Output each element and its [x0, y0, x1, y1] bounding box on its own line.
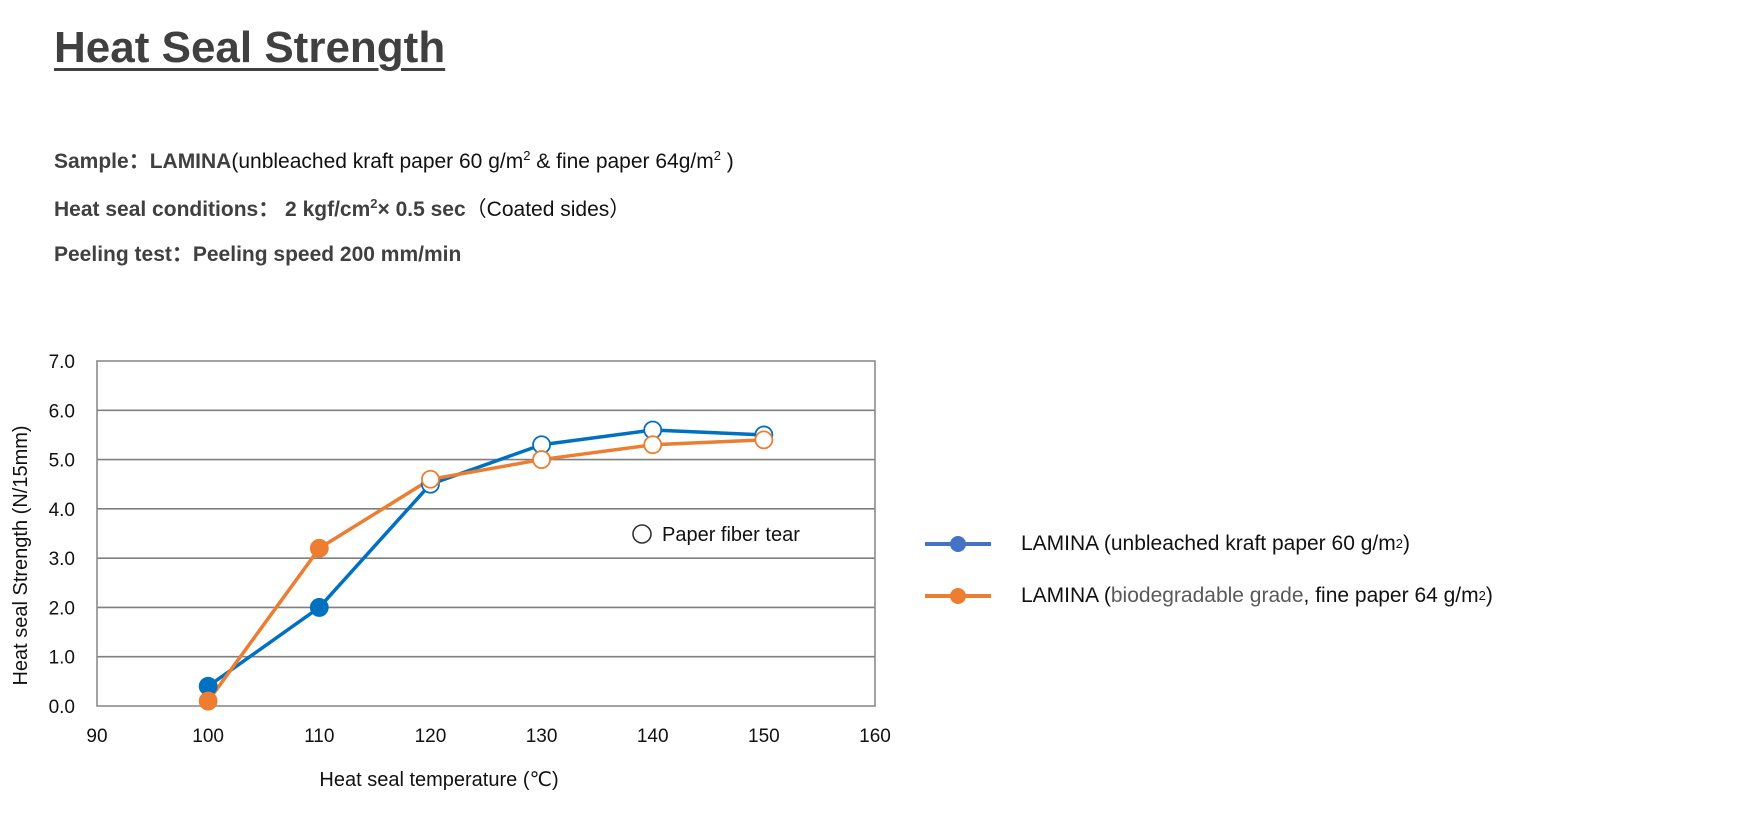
- legend-swatch-series-2: [925, 586, 991, 606]
- sample-info: Sample：LAMINA(unbleached kraft paper 60 …: [54, 148, 734, 176]
- peeling-label: Peeling test：Peeling speed 200 mm/min: [54, 243, 462, 266]
- y-tick-label: 5.0: [49, 451, 75, 472]
- sample-detail-b: & fine paper 64g/m: [530, 150, 714, 173]
- y-tick-label: 7.0: [49, 352, 75, 373]
- x-tick-label: 160: [859, 726, 891, 747]
- series-2-point: [532, 450, 551, 469]
- y-tick-label: 2.0: [49, 598, 75, 619]
- sample-sup-a: 2: [523, 148, 531, 163]
- peeling-info: Peeling test：Peeling speed 200 mm/min: [54, 241, 461, 269]
- y-tick-label: 4.0: [49, 500, 75, 521]
- legend-swatch-series-1: [925, 534, 991, 554]
- x-tick-label: 120: [415, 726, 447, 747]
- series-line-2: [206, 438, 764, 703]
- x-tick-label: 90: [86, 726, 107, 747]
- y-tick-label: 1.0: [49, 648, 75, 669]
- y-axis-title: Heat seal Strength (N/15mm): [10, 425, 32, 685]
- legend-item-series-2: LAMINA (biodegradable grade, fine paper …: [925, 584, 1493, 608]
- sample-sup-b: 2: [713, 148, 721, 163]
- conditions-label: Heat seal conditions： 2 kgf/cm: [54, 198, 371, 221]
- series-1-point: [309, 598, 329, 617]
- sample-label: Sample：LAMINA: [54, 150, 232, 173]
- series-2-point: [198, 691, 218, 711]
- legend-label-series-2c: ): [1485, 584, 1493, 607]
- legend-item-series-1: LAMINA (unbleached kraft paper 60 g/m 2): [925, 532, 1410, 556]
- x-tick-label: 110: [304, 726, 334, 747]
- legend-label-series-2-grey: biodegradable grade: [1110, 584, 1304, 607]
- series-line-1: [207, 428, 764, 688]
- conditions-sup: 2: [370, 196, 378, 211]
- sample-detail-c: ): [720, 150, 734, 173]
- annotation-open-circle-icon: [632, 524, 652, 544]
- annotation-label: Paper fiber tear: [662, 524, 800, 546]
- x-tick-label: 130: [526, 726, 558, 747]
- plot-area-border: [96, 360, 876, 707]
- legend-label-series-2a: LAMINA (: [1021, 584, 1111, 607]
- series-2-point: [754, 430, 774, 450]
- conditions-info: Heat seal conditions： 2 kgf/cm2× 0.5 sec…: [54, 196, 630, 224]
- x-tick-label: 150: [748, 726, 780, 747]
- sample-detail-a: (unbleached kraft paper 60 g/m: [231, 150, 524, 173]
- x-tick-label: 100: [192, 726, 224, 747]
- conditions-note: （Coated sides）: [465, 198, 631, 221]
- y-tick-label: 3.0: [49, 549, 75, 570]
- conditions-value: × 0.5 sec: [377, 198, 466, 221]
- x-axis-title: Heat seal temperature (℃): [319, 769, 558, 791]
- legend-label-series-2b: , fine paper 64 g/m: [1303, 584, 1479, 607]
- y-tick-label: 0.0: [49, 697, 75, 718]
- page-title: Heat Seal Strength: [54, 23, 446, 72]
- legend-label-series-1b: ): [1402, 532, 1410, 555]
- legend-label-series-1a: LAMINA (unbleached kraft paper 60 g/m: [1021, 532, 1396, 555]
- y-tick-label: 6.0: [49, 401, 75, 422]
- x-tick-label: 140: [637, 726, 669, 747]
- series-2-point: [421, 469, 440, 489]
- series-2-point: [643, 435, 663, 455]
- series-2-point: [309, 538, 329, 558]
